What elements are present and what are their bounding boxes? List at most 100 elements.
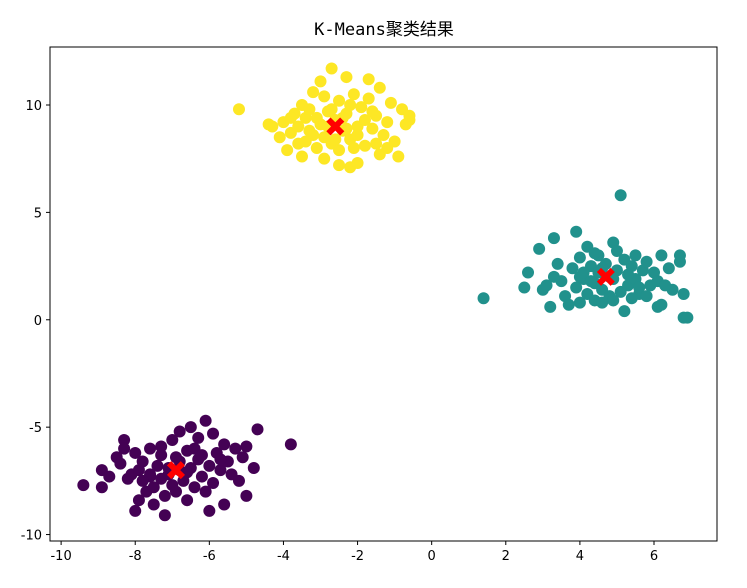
cluster-2-point (340, 71, 353, 84)
cluster-2-point (318, 90, 331, 103)
cluster-0-point (236, 451, 249, 464)
x-tick-label: 4 (576, 549, 584, 564)
cluster-2-points (232, 62, 416, 174)
cluster-0-point (199, 485, 212, 498)
cluster-0-point (114, 457, 127, 470)
cluster-0-point (203, 459, 216, 472)
cluster-1-point (681, 311, 694, 324)
cluster-2-point (366, 105, 379, 118)
centroid-marker (166, 461, 185, 480)
cluster-2-point (351, 129, 364, 142)
cluster-1-point (477, 292, 490, 305)
cluster-0-point (169, 485, 182, 498)
cluster-2-point (333, 144, 346, 157)
cluster-0-point (136, 474, 149, 487)
cluster-1-point (533, 242, 546, 255)
cluster-0-point (118, 442, 131, 455)
cluster-1-point (677, 288, 690, 300)
cluster-2-point (362, 92, 375, 105)
cluster-2-point (347, 141, 360, 154)
plot-area (77, 62, 694, 522)
cluster-0-point (181, 494, 194, 507)
cluster-2-point (310, 141, 323, 154)
cluster-2-point (284, 111, 297, 124)
cluster-1-point (544, 300, 557, 313)
cluster-0-point (144, 442, 157, 455)
axes-frame (49, 46, 718, 542)
cluster-0-point (207, 477, 220, 490)
cluster-0-points (77, 414, 297, 522)
cluster-1-point (640, 290, 653, 303)
cluster-1-point (640, 255, 653, 268)
y-tick-label: 0 (34, 314, 42, 329)
cluster-0-point (247, 461, 260, 474)
cluster-0-point (155, 449, 168, 462)
cluster-0-point (214, 464, 227, 477)
cluster-0-point (155, 440, 168, 453)
centroid-markers (166, 117, 615, 480)
cluster-1-point (547, 232, 560, 245)
cluster-0-point (195, 449, 208, 462)
x-tick-label: -8 (129, 549, 142, 564)
cluster-2-point (362, 73, 375, 86)
cluster-1-point (629, 249, 642, 262)
cluster-1-point (659, 279, 672, 292)
cluster-1-point (566, 262, 579, 275)
cluster-1-point (540, 279, 553, 292)
cluster-0-point (284, 438, 297, 451)
cluster-0-point (192, 431, 205, 444)
cluster-0-point (158, 489, 171, 502)
cluster-0-point (158, 509, 171, 522)
cluster-0-point (129, 504, 142, 517)
cluster-2-point (351, 156, 364, 169)
x-tick-label: 2 (502, 549, 510, 564)
cluster-1-point (573, 251, 586, 264)
cluster-2-point (358, 139, 371, 152)
cluster-0-point (103, 470, 116, 483)
cluster-1-point (585, 275, 598, 288)
cluster-2-point (347, 88, 360, 101)
cluster-1-point (573, 296, 586, 309)
cluster-1-point (570, 281, 583, 294)
cluster-0-point (151, 459, 164, 472)
cluster-0-point (251, 423, 264, 436)
cluster-1-point (577, 266, 590, 279)
cluster-2-point (325, 62, 338, 75)
cluster-2-point (295, 150, 308, 163)
y-tick-label: 10 (25, 99, 42, 114)
cluster-2-point (314, 75, 327, 88)
cluster-2-point (262, 118, 275, 131)
cluster-2-point (292, 120, 305, 133)
cluster-2-point (281, 144, 294, 157)
centroid-marker (596, 267, 615, 286)
cluster-2-point (344, 98, 357, 111)
cluster-2-point (333, 94, 346, 107)
cluster-1-point (655, 249, 668, 262)
cluster-0-point (147, 498, 160, 511)
cluster-1-point (551, 257, 564, 270)
cluster-0-point (214, 453, 227, 466)
x-tick-label: -10 (50, 549, 71, 564)
cluster-0-point (229, 442, 242, 455)
cluster-0-point (195, 470, 208, 483)
cluster-2-point (384, 96, 397, 109)
cluster-1-point (655, 298, 668, 311)
y-tick-label: -5 (29, 421, 42, 436)
cluster-0-point (147, 481, 160, 494)
cluster-2-point (381, 141, 394, 154)
chart-title: K-Means聚类结果 (314, 20, 454, 40)
centroid-marker (326, 117, 345, 136)
y-tick-label: -10 (21, 529, 42, 544)
cluster-0-point (218, 498, 231, 511)
cluster-2-point (329, 133, 342, 146)
cluster-0-point (240, 489, 253, 502)
x-tick-label: -6 (203, 549, 216, 564)
cluster-0-point (203, 504, 216, 517)
cluster-2-point (377, 129, 390, 142)
cluster-2-point (333, 159, 346, 172)
cluster-2-point (358, 114, 371, 127)
x-tick-label: -4 (277, 549, 290, 564)
cluster-0-point (184, 421, 197, 434)
cluster-0-point (166, 434, 179, 447)
